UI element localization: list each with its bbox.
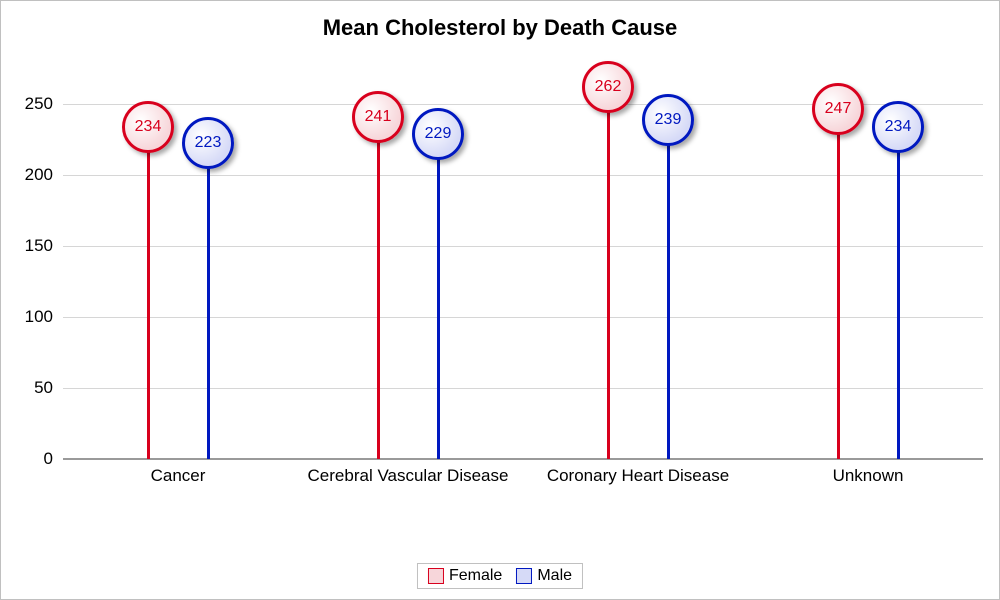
- y-tick-label: 50: [5, 378, 53, 398]
- legend-item-male: Male: [516, 567, 572, 585]
- lollipop-marker: 247: [812, 83, 864, 135]
- legend-label-female: Female: [449, 567, 502, 584]
- lollipop-stem: [437, 134, 440, 459]
- y-tick-label: 150: [5, 236, 53, 256]
- grid-line: [63, 388, 983, 389]
- y-tick-label: 0: [5, 449, 53, 469]
- legend-swatch-female: [428, 568, 444, 584]
- y-tick-label: 250: [5, 94, 53, 114]
- lollipop-stem: [607, 87, 610, 459]
- grid-line: [63, 175, 983, 176]
- lollipop-stem: [837, 109, 840, 459]
- lollipop-stem: [147, 127, 150, 459]
- axis-baseline: [63, 458, 983, 460]
- lollipop-marker: 239: [642, 94, 694, 146]
- x-category-label: Cancer: [63, 466, 293, 486]
- x-category-label: Unknown: [753, 466, 983, 486]
- plot-area: 234223241229262239247234: [63, 69, 983, 459]
- lollipop-stem: [667, 120, 670, 459]
- y-tick-label: 100: [5, 307, 53, 327]
- x-category-label: Cerebral Vascular Disease: [293, 466, 523, 486]
- lollipop-marker: 223: [182, 117, 234, 169]
- lollipop-stem: [207, 143, 210, 459]
- x-category-label: Coronary Heart Disease: [523, 466, 753, 486]
- chart-title: Mean Cholesterol by Death Cause: [1, 15, 999, 41]
- lollipop-marker: 241: [352, 91, 404, 143]
- legend: Female Male: [417, 563, 583, 589]
- legend-swatch-male: [516, 568, 532, 584]
- grid-line: [63, 317, 983, 318]
- lollipop-marker: 234: [872, 101, 924, 153]
- lollipop-marker: 262: [582, 61, 634, 113]
- grid-line: [63, 246, 983, 247]
- lollipop-marker: 229: [412, 108, 464, 160]
- lollipop-marker: 234: [122, 101, 174, 153]
- chart-frame: Mean Cholesterol by Death Cause 23422324…: [0, 0, 1000, 600]
- lollipop-stem: [897, 127, 900, 459]
- legend-label-male: Male: [537, 567, 572, 584]
- y-tick-label: 200: [5, 165, 53, 185]
- legend-item-female: Female: [428, 567, 502, 585]
- lollipop-stem: [377, 117, 380, 459]
